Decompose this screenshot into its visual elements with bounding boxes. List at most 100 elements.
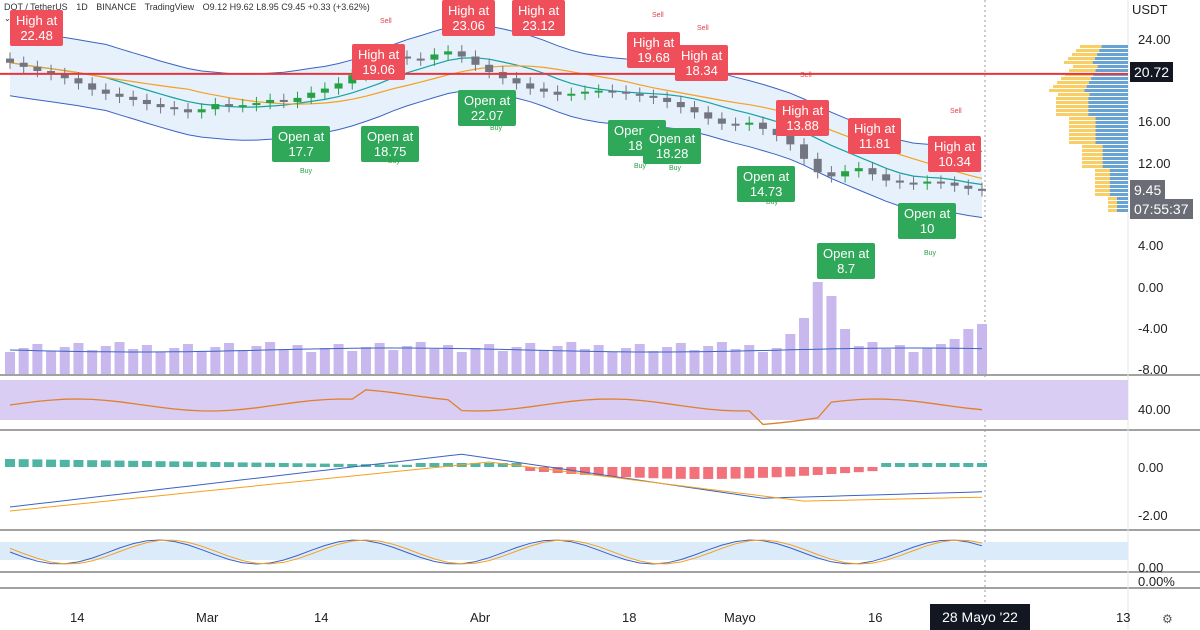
candle-body (238, 105, 247, 108)
buy-signal-label[interactable]: Open at 17.7 (272, 126, 331, 162)
volume-bar (867, 342, 878, 374)
volume-profile-row (1095, 57, 1128, 60)
source-label: TradingView (144, 2, 195, 12)
volume-profile-row (1086, 85, 1128, 88)
volume-bar (689, 350, 700, 374)
volume-profile-row (1117, 209, 1128, 212)
volume-profile-row (1102, 157, 1128, 160)
candle-body (444, 51, 453, 55)
volume-bar (799, 318, 810, 374)
sell-signal-label[interactable]: High at 13.88 (776, 100, 830, 136)
x-tick: 14 (314, 610, 329, 625)
buy-signal-label[interactable]: Open at 14.73 (737, 166, 796, 202)
candle-body (813, 158, 822, 173)
macd-bar (716, 467, 727, 479)
macd-bar (196, 461, 207, 467)
candle-body (704, 112, 713, 119)
macd-bar (388, 464, 399, 467)
sell-signal-label[interactable]: High at 23.06 (442, 0, 496, 36)
volume-profile-row (1088, 109, 1128, 112)
volume-profile-row (1109, 169, 1128, 172)
volume-profile-row (1095, 125, 1128, 128)
macd-bar (648, 467, 659, 479)
volume-bar (511, 347, 522, 374)
volume-profile-row (1102, 165, 1128, 168)
volume-bar (224, 343, 235, 374)
candle-body (457, 51, 466, 57)
date-cursor-box: 28 Mayo '22 (930, 604, 1030, 630)
volume-profile-row (1088, 113, 1128, 116)
volume-profile-row (1101, 45, 1128, 48)
volume-bar (443, 345, 454, 374)
volume-profile-row (1117, 205, 1128, 208)
sell-signal-label[interactable]: High at 23.12 (512, 0, 566, 36)
volume-ma-line (9, 347, 983, 353)
buy-tag: Buy (490, 125, 503, 132)
macd-bar (538, 467, 549, 472)
sell-signal-label[interactable]: High at 11.81 (848, 118, 902, 154)
volume-bar (306, 352, 317, 374)
macd-bar (443, 463, 454, 467)
macd-bar (73, 460, 84, 467)
macd-bar (265, 462, 276, 467)
macd-bar (552, 467, 563, 473)
volume-bar (18, 348, 29, 374)
candle-body (635, 93, 644, 96)
x-tick: 16 (868, 610, 883, 625)
sell-tag: Sell (800, 72, 812, 79)
macd-bar (182, 461, 193, 467)
candle-body (320, 88, 329, 93)
buy-signal-label[interactable]: Open at 18.28 (643, 128, 702, 164)
candle-body (416, 58, 425, 61)
macd-bar (415, 463, 426, 467)
volume-bars (5, 282, 987, 374)
sell-tag: Sell (950, 108, 962, 115)
volume-profile-row (1095, 141, 1128, 144)
sell-signal-label[interactable]: High at 19.06 (352, 44, 406, 80)
countdown-box: 07:55:37 (1130, 199, 1193, 219)
settings-gear-icon[interactable]: ⚙ (1162, 612, 1173, 626)
macd-bar (757, 467, 768, 478)
symbol-label[interactable]: DOT / TetherUS (4, 2, 68, 12)
volume-bar (100, 346, 111, 374)
volume-bar (237, 350, 248, 374)
macd-bar (771, 467, 782, 478)
volume-profile-row (1099, 49, 1128, 52)
macd-bar (730, 467, 741, 479)
volume-bar (566, 342, 577, 374)
ohlc-readout: O9.12 H9.62 L8.95 C9.45 +0.33 (+3.62%) (202, 2, 370, 12)
macd-bar (977, 463, 987, 467)
candle-body (142, 99, 151, 105)
candle-body (895, 180, 904, 183)
buy-signal-label[interactable]: Open at 10 (898, 203, 957, 239)
volume-bar (785, 334, 796, 374)
volume-profile-row (1109, 177, 1128, 180)
volume-profile-row (1091, 77, 1128, 80)
volume-profile-row (1084, 89, 1128, 92)
volume-bar (5, 352, 15, 374)
axis-unit: USDT (1132, 2, 1168, 17)
macd-bar (881, 463, 892, 467)
macd-bar (689, 467, 700, 479)
interval-label[interactable]: 1D (76, 2, 88, 12)
macd-bar (46, 459, 57, 467)
sell-signal-label[interactable]: High at 19.68 (627, 32, 681, 68)
volume-bar (757, 352, 768, 374)
volume-bar (87, 350, 98, 374)
candle-body (403, 56, 412, 59)
candle-body (19, 62, 28, 67)
buy-signal-label[interactable]: Open at 8.7 (817, 243, 876, 279)
candle-body (60, 74, 69, 79)
candle-body (156, 104, 165, 108)
sell-signal-label[interactable]: High at 10.34 (928, 136, 982, 172)
x-tick: Mayo (724, 610, 756, 625)
buy-signal-label[interactable]: Open at 22.07 (458, 90, 517, 126)
sell-signal-label[interactable]: High at 18.34 (675, 45, 729, 81)
volume-bar (484, 344, 495, 374)
buy-signal-label[interactable]: Open at 18.75 (361, 126, 420, 162)
macd-bar (812, 467, 823, 475)
candle-body (526, 83, 535, 89)
sell-signal-label[interactable]: High at 22.48 (10, 10, 64, 46)
candle-body (745, 122, 754, 125)
